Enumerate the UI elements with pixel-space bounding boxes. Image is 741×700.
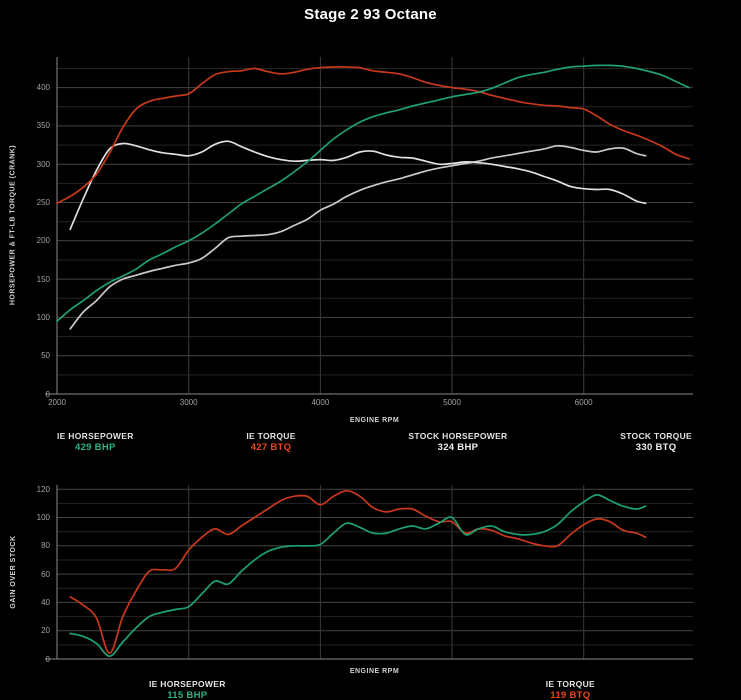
main-chart-y-axis-label: HORSEPOWER & FT-LB TORQUE (CRANK)	[9, 144, 17, 306]
y-tick-label: 0	[45, 389, 50, 399]
legend-item: IE HORSEPOWER 429 BHP	[57, 431, 134, 454]
y-tick-label: 400	[36, 83, 50, 93]
series-ie-horsepower-gain	[69, 494, 647, 658]
page-title: Stage 2 93 Octane	[304, 6, 437, 23]
x-tick-label: 2000	[48, 398, 66, 407]
x-tick-label: 4000	[311, 398, 330, 407]
gain-chart-x-axis-label: ENGINE RPM	[349, 668, 400, 675]
y-tick-label: 20	[41, 626, 50, 636]
y-tick-label: 100	[36, 513, 50, 522]
legend-value: 429 BHP	[74, 442, 116, 453]
legend-item: STOCK HORSEPOWER 324 BHP	[408, 431, 507, 454]
legend-item: IE HORSEPOWER 115 BHP	[149, 679, 226, 700]
legend-label: IE HORSEPOWER	[149, 679, 226, 689]
y-tick-label: 300	[36, 159, 50, 169]
legend-item: IE TORQUE 119 BTQ	[546, 679, 595, 700]
main-dyno-chart	[45, 57, 693, 395]
legend-item: IE TORQUE 427 BTQ	[246, 431, 295, 454]
legend-label: STOCK HORSEPOWER	[408, 431, 508, 441]
legend-label: IE TORQUE	[545, 679, 595, 689]
legend-value: 119 BTQ	[550, 690, 591, 700]
y-tick-label: 250	[36, 198, 50, 207]
main-chart-legend: IE HORSEPOWER 429 BHP IE TORQUE 427 BTQ …	[57, 431, 692, 454]
legend-label: STOCK TORQUE	[620, 431, 692, 441]
legend-item: STOCK TORQUE 330 BTQ	[620, 431, 692, 454]
gain-dyno-chart	[45, 485, 693, 660]
y-tick-label: 50	[41, 351, 50, 361]
series-stock-horsepower	[69, 144, 647, 330]
y-tick-label: 200	[36, 236, 50, 246]
series-ie-horsepower	[56, 64, 690, 323]
legend-label: IE TORQUE	[246, 431, 296, 441]
legend-value: 324 BHP	[437, 442, 479, 453]
legend-label: IE HORSEPOWER	[57, 431, 134, 441]
series-stock-torque	[69, 140, 647, 231]
y-tick-label: 150	[36, 274, 50, 284]
legend-value: 330 BTQ	[635, 442, 677, 453]
y-tick-label: 80	[41, 541, 50, 551]
y-tick-label: 100	[36, 312, 50, 322]
y-tick-label: 60	[41, 569, 50, 579]
series-ie-torque	[56, 66, 690, 205]
x-tick-label: 6000	[574, 398, 593, 407]
series-ie-torque-gain	[69, 489, 647, 655]
legend-value: 115 BHP	[167, 690, 208, 700]
y-tick-label: 120	[36, 484, 50, 494]
main-chart-x-axis-label: ENGINE RPM	[349, 417, 400, 424]
y-tick-label: 0	[45, 654, 50, 664]
x-tick-label: 3000	[179, 398, 198, 407]
y-tick-label: 40	[41, 597, 50, 607]
legend-value: 427 BTQ	[250, 442, 292, 453]
x-tick-label: 5000	[443, 398, 461, 407]
y-tick-label: 350	[36, 121, 50, 131]
gain-chart-legend: IE HORSEPOWER 115 BHP IE TORQUE 119 BTQ	[57, 679, 692, 700]
